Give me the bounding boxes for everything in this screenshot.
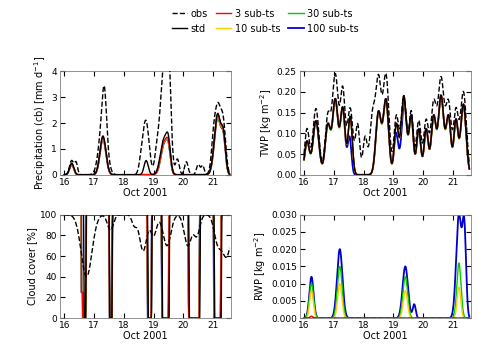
X-axis label: Oct 2001: Oct 2001 <box>123 331 168 341</box>
Y-axis label: Cloud cover [%]: Cloud cover [%] <box>27 227 37 305</box>
Legend: obs, std, 3 sub-ts, 10 sub-ts, 30 sub-ts, 100 sub-ts: obs, std, 3 sub-ts, 10 sub-ts, 30 sub-ts… <box>168 5 363 37</box>
Y-axis label: RWP [kg m$^{-2}$]: RWP [kg m$^{-2}$] <box>252 232 268 301</box>
X-axis label: Oct 2001: Oct 2001 <box>363 188 408 198</box>
X-axis label: Oct 2001: Oct 2001 <box>123 188 168 198</box>
Y-axis label: TWP [kg m$^{-2}$]: TWP [kg m$^{-2}$] <box>258 89 274 157</box>
Y-axis label: Precipitation (cb) [mm d$^{-1}$]: Precipitation (cb) [mm d$^{-1}$] <box>33 56 48 190</box>
X-axis label: Oct 2001: Oct 2001 <box>363 331 408 341</box>
